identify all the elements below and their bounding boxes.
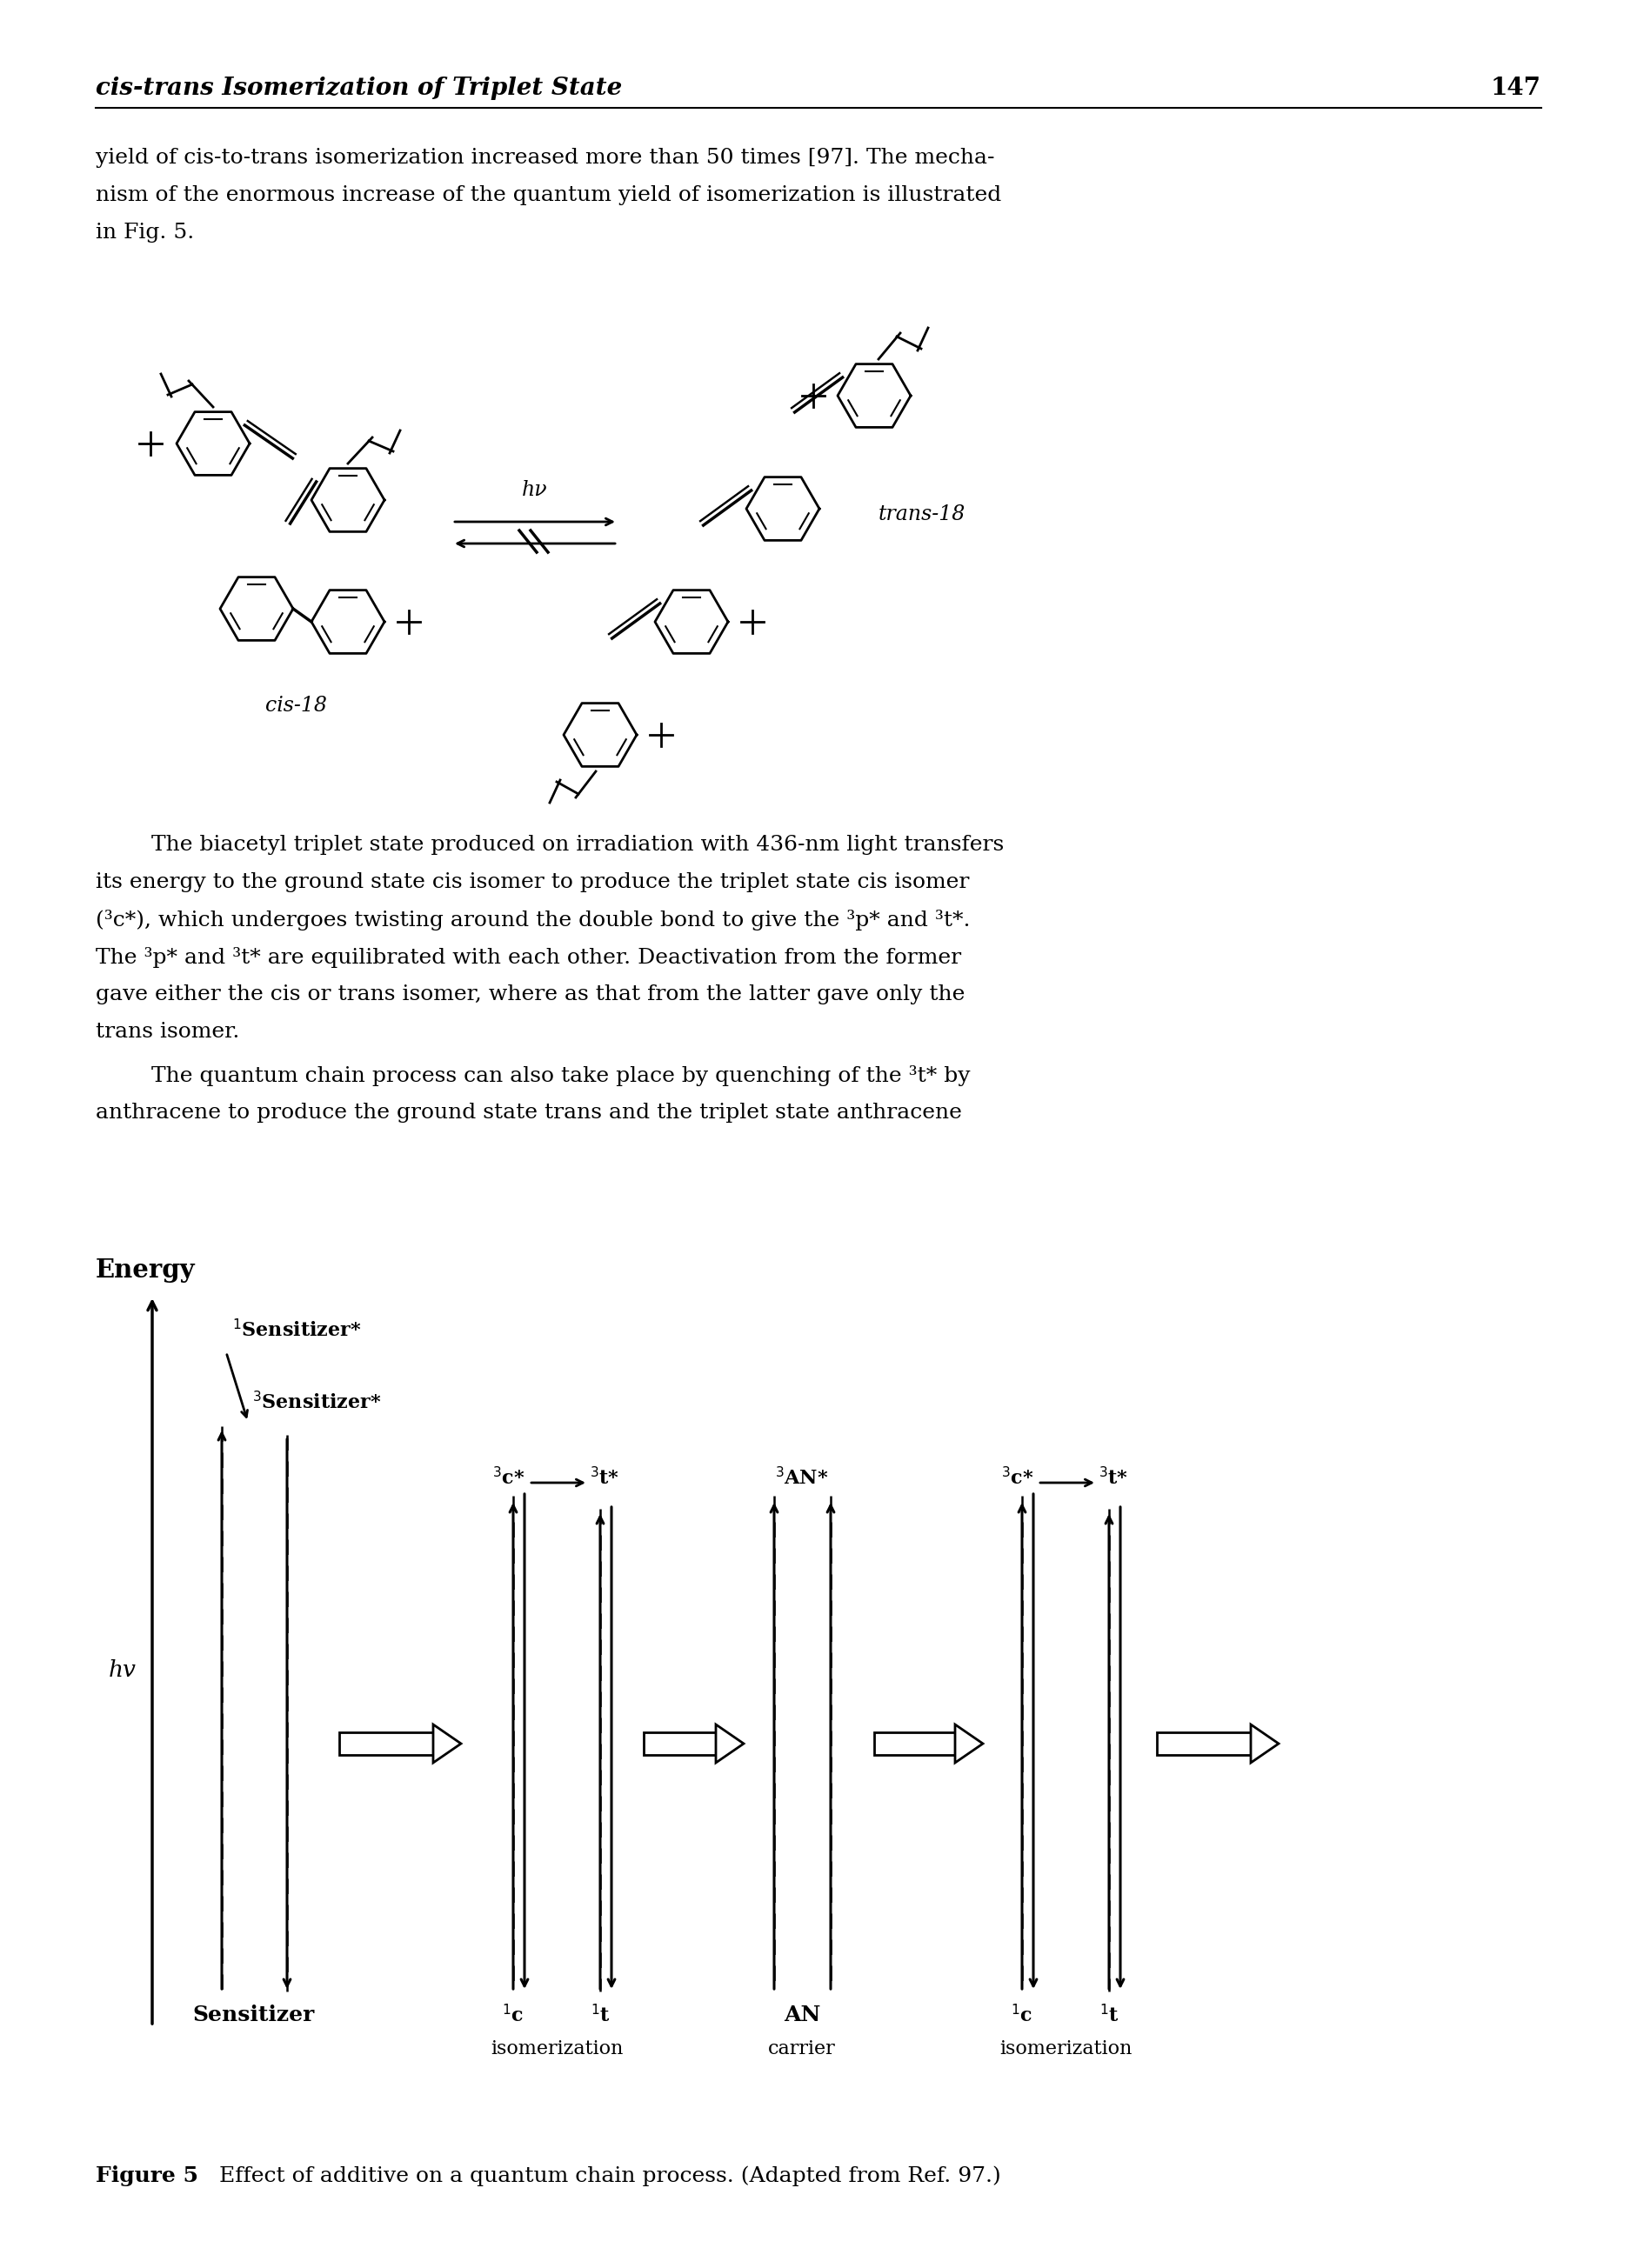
Text: $^3$AN*: $^3$AN* (776, 1467, 828, 1488)
Text: AN: AN (784, 2005, 820, 2025)
Text: $^3$c*: $^3$c* (493, 1467, 525, 1488)
Text: hv: hv (108, 1658, 136, 1681)
Polygon shape (1251, 1724, 1278, 1762)
Text: The biacetyl triplet state produced on irradiation with 436-nm light transfers: The biacetyl triplet state produced on i… (95, 835, 1003, 855)
Polygon shape (874, 1733, 954, 1755)
Text: The ³p* and ³t* are equilibrated with each other. Deactivation from the former: The ³p* and ³t* are equilibrated with ea… (95, 948, 961, 968)
Text: $^3$c*: $^3$c* (1002, 1467, 1035, 1488)
Text: carrier: carrier (768, 2039, 837, 2059)
Text: $^1$t: $^1$t (591, 2005, 611, 2025)
Text: $^1$c: $^1$c (1012, 2005, 1033, 2025)
Text: its energy to the ground state cis isomer to produce the triplet state cis isome: its energy to the ground state cis isome… (95, 873, 969, 891)
Polygon shape (339, 1733, 434, 1755)
Text: $^1$Sensitizer*: $^1$Sensitizer* (232, 1320, 362, 1340)
Polygon shape (954, 1724, 982, 1762)
Text: trans-18: trans-18 (879, 503, 966, 524)
Text: cis-18: cis-18 (265, 696, 326, 717)
Polygon shape (1157, 1733, 1251, 1755)
Text: Energy: Energy (95, 1256, 195, 1284)
Text: yield of cis-to-trans isomerization increased more than 50 times [97]. The mecha: yield of cis-to-trans isomerization incr… (95, 147, 995, 168)
Text: isomerization: isomerization (999, 2039, 1131, 2059)
Polygon shape (434, 1724, 462, 1762)
Text: in Fig. 5.: in Fig. 5. (95, 222, 195, 243)
Text: nism of the enormous increase of the quantum yield of isomerization is illustrat: nism of the enormous increase of the qua… (95, 186, 1002, 204)
Polygon shape (643, 1733, 715, 1755)
Text: $^1$c: $^1$c (503, 2005, 524, 2025)
Text: The quantum chain process can also take place by quenching of the ³t* by: The quantum chain process can also take … (95, 1066, 971, 1086)
Text: isomerization: isomerization (491, 2039, 624, 2059)
Text: Figure 5: Figure 5 (95, 2166, 198, 2186)
Text: (³c*), which undergoes twisting around the double bond to give the ³p* and ³t*.: (³c*), which undergoes twisting around t… (95, 909, 971, 930)
Text: $^3$t*: $^3$t* (1098, 1467, 1128, 1488)
Text: trans isomer.: trans isomer. (95, 1023, 239, 1041)
Text: cis-trans Isomerization of Triplet State: cis-trans Isomerization of Triplet State (95, 77, 622, 100)
Text: anthracene to produce the ground state trans and the triplet state anthracene: anthracene to produce the ground state t… (95, 1102, 963, 1123)
Text: $^1$t: $^1$t (1098, 2005, 1120, 2025)
Text: $^3$Sensitizer*: $^3$Sensitizer* (252, 1390, 381, 1413)
Text: $^3$t*: $^3$t* (589, 1467, 619, 1488)
Text: hν: hν (522, 481, 548, 499)
Polygon shape (715, 1724, 743, 1762)
Text: Effect of additive on a quantum chain process. (Adapted from Ref. 97.): Effect of additive on a quantum chain pr… (198, 2166, 1000, 2186)
Text: gave either the cis or trans isomer, where as that from the latter gave only the: gave either the cis or trans isomer, whe… (95, 984, 964, 1005)
Text: Sensitizer: Sensitizer (193, 2005, 314, 2025)
Text: 147: 147 (1491, 77, 1542, 100)
